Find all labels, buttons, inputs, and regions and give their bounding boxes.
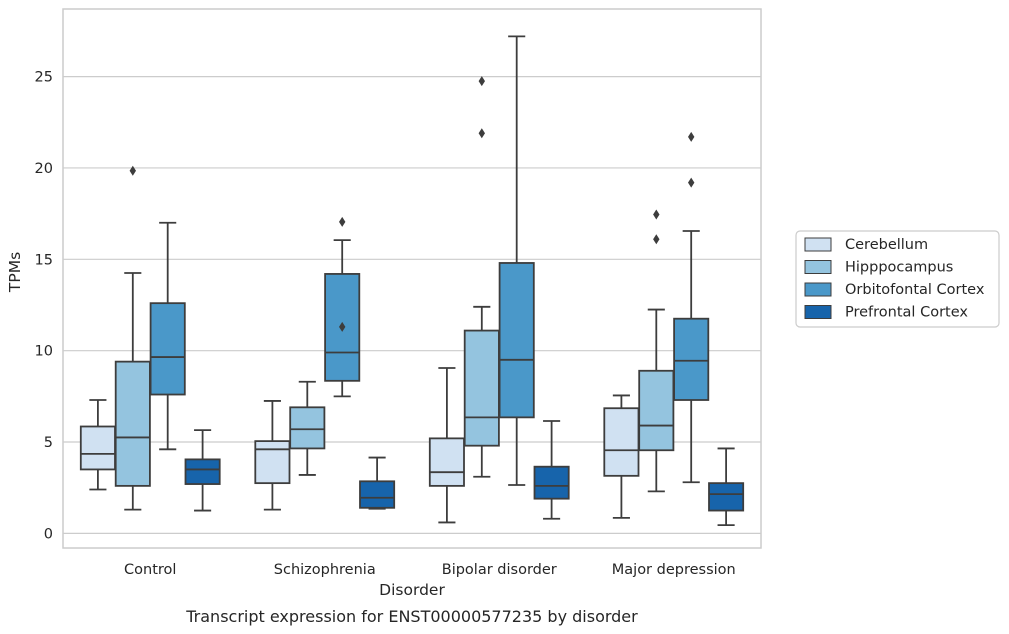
box-iqr — [289, 406, 326, 450]
box-orbitofontal-cortex — [498, 35, 535, 486]
box-orbitofontal-cortex — [324, 216, 361, 398]
box-iqr — [149, 302, 186, 396]
outlier-point — [688, 177, 695, 188]
legend-swatch — [804, 305, 832, 319]
box-iqr — [533, 465, 570, 500]
outlier-point — [129, 165, 136, 176]
box-iqr — [708, 482, 745, 512]
box-prefrontal-cortex — [359, 456, 396, 510]
plot-frame — [62, 8, 762, 549]
box-hipppocampus — [289, 380, 326, 476]
box-cerebellum — [428, 367, 465, 524]
box-iqr — [79, 425, 116, 471]
outlier-point — [688, 131, 695, 142]
box-hipppocampus — [638, 209, 675, 493]
box-cerebellum — [254, 400, 291, 511]
y-tick-label: 0 — [44, 526, 53, 542]
x-tick-label: Major depression — [612, 562, 736, 578]
box-iqr — [603, 407, 640, 477]
y-tick-label: 20 — [35, 161, 53, 177]
box-iqr — [184, 458, 221, 485]
y-tick-label: 5 — [44, 435, 53, 451]
legend-swatch — [804, 260, 832, 274]
outlier-point — [339, 216, 346, 227]
x-tick-labels: Control Schizophrenia Bipolar disorder Majo… — [124, 562, 736, 578]
boxes — [79, 35, 745, 527]
box-hipppocampus — [463, 76, 500, 478]
outlier-point — [653, 234, 660, 245]
box-prefrontal-cortex — [533, 420, 570, 520]
legend-swatch — [804, 282, 832, 297]
x-tick-label: Control — [124, 562, 176, 578]
box-orbitofontal-cortex — [673, 131, 710, 484]
y-tick-label: 10 — [35, 344, 53, 360]
box-cerebellum — [79, 399, 116, 491]
box-prefrontal-cortex — [184, 429, 221, 512]
outlier-point — [478, 128, 485, 139]
box-prefrontal-cortex — [708, 447, 745, 527]
box-iqr — [254, 440, 291, 485]
legend-label: Hipppocampus — [845, 260, 953, 276]
legend: Cerebellum Hipppocampus Orbitofontal Corte… — [795, 230, 1000, 328]
x-axis-label: Disorder — [379, 581, 445, 599]
box-iqr — [428, 437, 465, 487]
legend-label: Cerebellum — [845, 237, 928, 253]
outlier-point — [339, 321, 346, 332]
x-tick-label: Bipolar disorder — [442, 562, 557, 578]
legend-swatch — [804, 237, 832, 252]
box-hipppocampus — [114, 165, 151, 511]
box-iqr — [359, 480, 396, 509]
box-iqr — [673, 317, 710, 401]
box-iqr — [638, 369, 675, 452]
y-axis-label: TPMs — [6, 252, 24, 293]
y-tick-labels: 0 5 10 15 20 25 — [35, 70, 53, 543]
legend-frame — [795, 230, 1000, 328]
legend-label: Prefrontal Cortex — [845, 305, 968, 321]
outlier-point — [653, 209, 660, 220]
box-orbitofontal-cortex — [149, 221, 186, 451]
x-tick-label: Schizophrenia — [274, 562, 376, 578]
chart-caption: Transcript expression for ENST0000057723… — [185, 607, 638, 626]
y-tick-label: 15 — [35, 252, 53, 268]
outlier-point — [478, 76, 485, 87]
box-iqr — [498, 262, 535, 419]
box-iqr — [463, 329, 500, 447]
legend-label: Orbitofontal Cortex — [845, 282, 985, 298]
box-cerebellum — [603, 394, 640, 519]
box-iqr — [114, 360, 151, 487]
y-tick-label: 25 — [35, 70, 53, 86]
